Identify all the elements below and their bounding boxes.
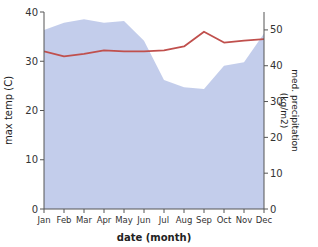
x-tick [204, 209, 205, 213]
y-tick-label: 0 [32, 204, 38, 215]
x-tick-label: Jul [158, 215, 169, 225]
x-tick-label: Feb [56, 215, 71, 225]
x-tick-label: Dec [256, 215, 273, 225]
y2-tick-label: 40 [270, 60, 283, 71]
y-tick [40, 209, 44, 210]
y2-tick [264, 65, 268, 66]
x-tick [84, 209, 85, 213]
x-tick-label: May [115, 215, 133, 225]
y2-tick [264, 137, 268, 138]
x-tick [144, 209, 145, 213]
y2-axis-line [264, 12, 265, 209]
x-tick-label: Mar [76, 215, 93, 225]
y2-tick [264, 173, 268, 174]
chart: 01020304001020304050JanFebMarAprMayJunJu… [0, 0, 318, 247]
x-tick [164, 209, 165, 213]
y-tick-label: 30 [25, 56, 38, 67]
x-tick [44, 209, 45, 213]
temperature-line [44, 32, 264, 57]
y-tick [40, 12, 44, 13]
y2-tick [264, 29, 268, 30]
y2-tick [264, 209, 268, 210]
x-tick-label: Sep [196, 215, 212, 225]
x-tick-label: Oct [217, 215, 232, 225]
x-tick-label: Nov [236, 215, 253, 225]
y2-axis-label-line: med. precipitation [290, 69, 300, 151]
x-axis-line [44, 209, 264, 210]
x-tick-label: Aug [176, 215, 193, 225]
y-tick [40, 61, 44, 62]
y-tick-label: 10 [25, 154, 38, 165]
x-tick [124, 209, 125, 213]
x-tick [244, 209, 245, 213]
y2-tick [264, 101, 268, 102]
precipitation-area [44, 19, 264, 209]
y-tick-label: 40 [25, 7, 38, 18]
x-tick [104, 209, 105, 213]
x-tick [184, 209, 185, 213]
x-tick-label: Jun [136, 215, 150, 225]
y2-axis-label: med. precipitation(kg/m2) [279, 69, 300, 151]
x-tick-label: Jan [36, 215, 50, 225]
y2-tick-label: 20 [270, 132, 283, 143]
y-axis-label: max temp (C) [3, 76, 14, 145]
y2-tick-label: 10 [270, 168, 283, 179]
x-tick-label: Apr [97, 215, 112, 225]
plot-area [44, 19, 264, 209]
y-tick-label: 20 [25, 105, 38, 116]
x-tick [264, 209, 265, 213]
x-tick [64, 209, 65, 213]
y-tick [40, 159, 44, 160]
y2-tick-label: 0 [270, 204, 276, 215]
y2-axis-label-line: (kg/m2) [279, 93, 289, 128]
x-axis-label: date (month) [117, 232, 191, 243]
y-tick [40, 110, 44, 111]
y2-tick-label: 50 [270, 24, 283, 35]
x-tick [224, 209, 225, 213]
